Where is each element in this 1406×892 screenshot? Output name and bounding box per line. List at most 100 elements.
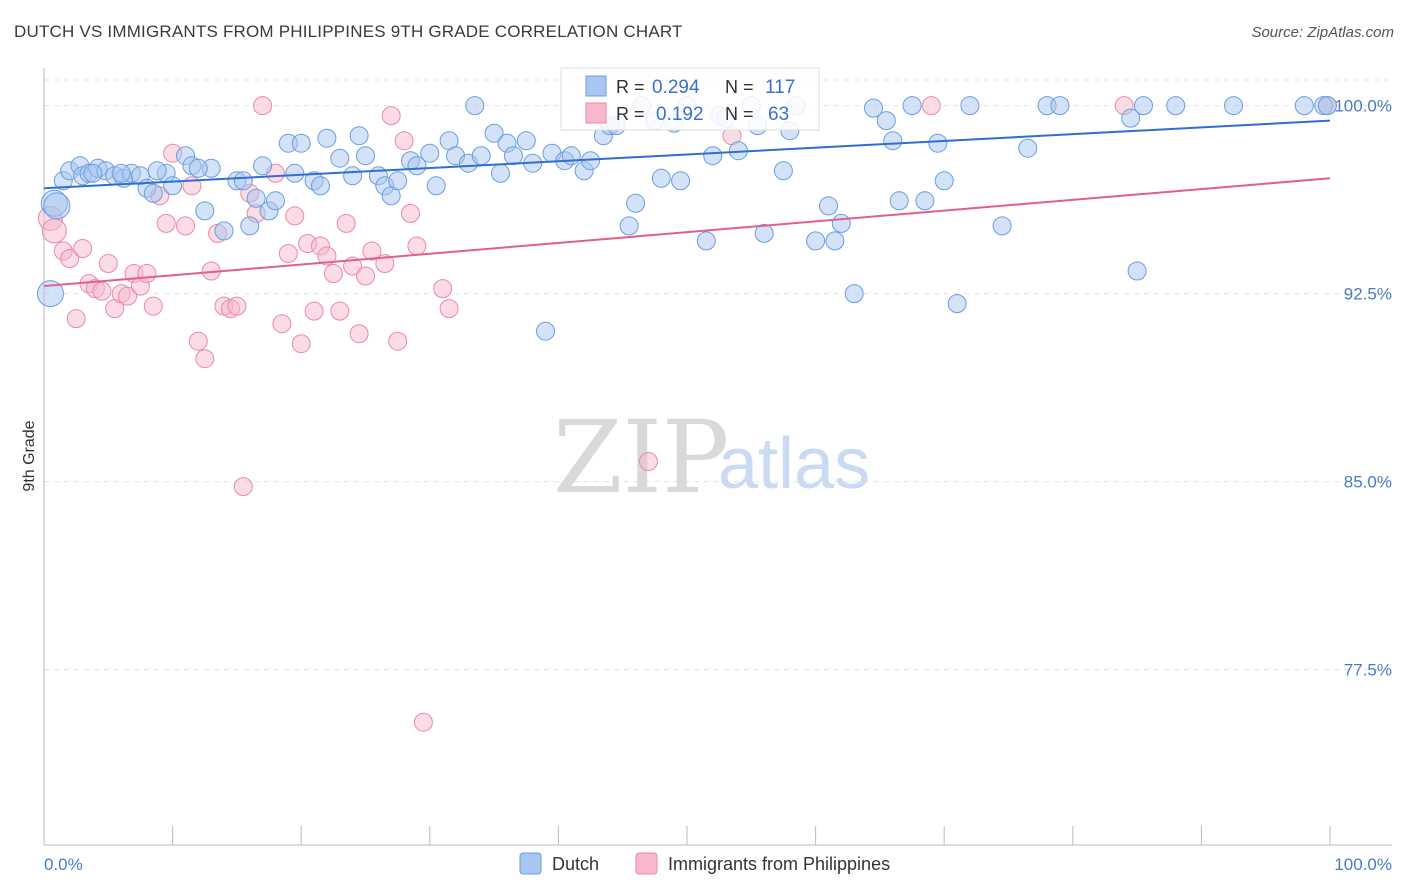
dutch-point-98 [992,216,1012,236]
x-tick-label-max: 100.0% [1334,855,1392,874]
dutch-point-15 [163,176,183,196]
trend-lines [43,119,1331,288]
y-tick-label-1: 92.5% [1344,285,1392,304]
philippines-point-32 [253,96,273,116]
philippines-point-15 [137,264,157,283]
dutch-point-90 [883,131,903,151]
bottom-legend: Dutch Immigrants from Philippines [519,852,890,875]
philippines-point-58 [638,452,658,471]
philippines-point-34 [272,314,292,334]
stats-n-value-dutch: 117 [765,77,795,98]
dutch-point-113 [111,163,131,183]
legend-label-dutch: Dutch [552,854,599,874]
dutch-point-105 [1166,96,1186,116]
stats-legend-box: R = 0.294 N = 117 R = 0.192 N = 63 [560,67,820,131]
dutch-point-92 [902,96,922,116]
dutch-point-97 [960,96,980,116]
philippines-point-39 [304,301,324,321]
dutch-point-94 [928,133,948,153]
dutch-point-49 [471,146,491,166]
dutch-point-80 [754,223,774,243]
dutch-trend-line [43,119,1331,190]
dutch-point-71 [671,171,691,191]
dutch-point-85 [825,231,845,251]
philippines-point-3 [60,249,80,268]
dutch-point-74 [703,146,723,166]
dutch-point-89 [876,111,896,131]
philippines-point-18 [156,213,176,233]
dutch-point-116 [246,188,266,208]
dutch-point-31 [311,176,330,196]
philippines-point-28 [227,296,247,316]
y-tick-label-2: 85.0% [1344,473,1392,492]
dutch-point-110 [36,280,64,308]
y-axis-label: 9th Grade [21,420,38,491]
dutch-point-101 [1050,96,1070,116]
dutch-point-103 [1127,261,1147,281]
dutch-point-91 [889,191,909,211]
watermark-atlas: atlas [718,424,870,504]
dutch-point-20 [214,221,234,241]
philippines-point-55 [413,712,433,732]
stats-r-value-dutch: 0.294 [652,77,700,98]
dutch-point-88 [864,98,883,118]
stats-n-label-philippines: N = [725,104,754,124]
philippines-point-22 [188,331,208,351]
dutch-point-93 [915,191,935,211]
dutch-point-111 [43,192,71,220]
dutch-point-35 [349,126,369,146]
series-philippines-points [37,96,1337,732]
philippines-point-29 [233,477,253,497]
dutch-point-34 [343,166,363,186]
chart-title: DUTCH VS IMMIGRANTS FROM PHILIPPINES 9TH… [14,22,683,41]
philippines-point-46 [349,324,369,344]
dutch-point-99 [1018,138,1038,158]
dutch-point-33 [330,148,350,168]
philippines-point-5 [73,239,93,258]
dutch-point-18 [195,201,215,221]
philippines-point-51 [388,331,408,351]
dutch-point-66 [626,193,646,213]
philippines-point-16 [143,296,163,316]
dutch-point-22 [233,171,253,191]
philippines-point-41 [317,246,337,266]
dutch-point-23 [240,216,260,236]
dutch-point-109 [1317,96,1337,116]
philippines-point-9 [98,254,118,273]
legend-swatch-philippines [635,852,658,875]
dutch-point-106 [1224,96,1243,116]
philippines-point-12 [118,286,138,306]
dutch-point-40 [388,171,408,191]
dutch-point-73 [696,231,716,251]
dutch-point-54 [516,131,536,151]
dutch-point-96 [947,294,967,314]
stats-r-label-dutch: R = [616,77,645,97]
stats-swatch-dutch [585,75,607,97]
philippines-point-47 [356,266,375,286]
y-tick-label-3: 77.5% [1344,661,1392,680]
stats-r-label-philippines: R = [616,104,645,124]
philippines-point-37 [291,334,311,354]
philippines-point-43 [330,301,350,321]
dutch-point-81 [773,161,793,181]
philippines-point-52 [394,131,414,151]
chart-source: Source: ZipAtlas.com [1251,24,1394,41]
stats-r-value-philippines: 0.192 [656,104,704,125]
dutch-point-53 [503,146,523,166]
stats-n-label-dutch: N = [725,77,754,97]
philippines-point-23 [195,349,215,369]
dutch-point-13 [143,183,163,203]
philippines-point-35 [278,244,298,263]
dutch-point-83 [806,231,826,251]
y-tick-label-0: 100.0% [1334,97,1392,116]
philippines-point-1 [41,218,67,244]
watermark: ZIP atlas [553,399,870,516]
philippines-point-42 [323,264,343,283]
philippines-point-57 [439,299,459,319]
dutch-point-104 [1134,96,1153,116]
dutch-point-50 [484,123,504,143]
dutch-point-42 [407,156,427,176]
dutch-point-115 [188,158,208,178]
dutch-point-69 [651,168,671,188]
dutch-point-102 [1121,108,1141,128]
